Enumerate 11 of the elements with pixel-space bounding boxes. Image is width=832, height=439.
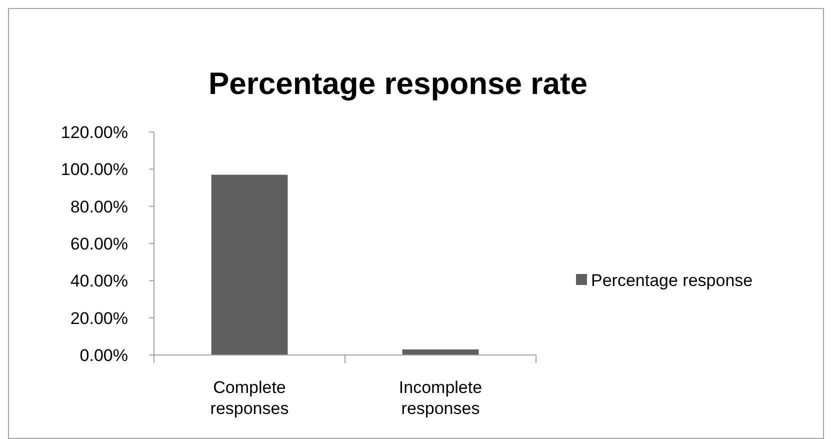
y-tick-label: 20.00% — [70, 308, 128, 328]
y-tick-label: 60.00% — [70, 234, 128, 254]
y-tick-label: 0.00% — [80, 346, 128, 365]
y-tick-label: 40.00% — [70, 272, 128, 291]
x-tick-label: Complete responses — [210, 378, 289, 418]
y-tick-label: 80.00% — [70, 197, 128, 216]
y-tick-label: 120.00% — [60, 122, 128, 142]
legend-label: Percentage response — [591, 270, 753, 290]
x-tick-label: Incomplete responses — [398, 378, 482, 418]
chart-title: Percentage response rate — [208, 66, 588, 101]
y-tick-label: 100.00% — [60, 160, 128, 180]
